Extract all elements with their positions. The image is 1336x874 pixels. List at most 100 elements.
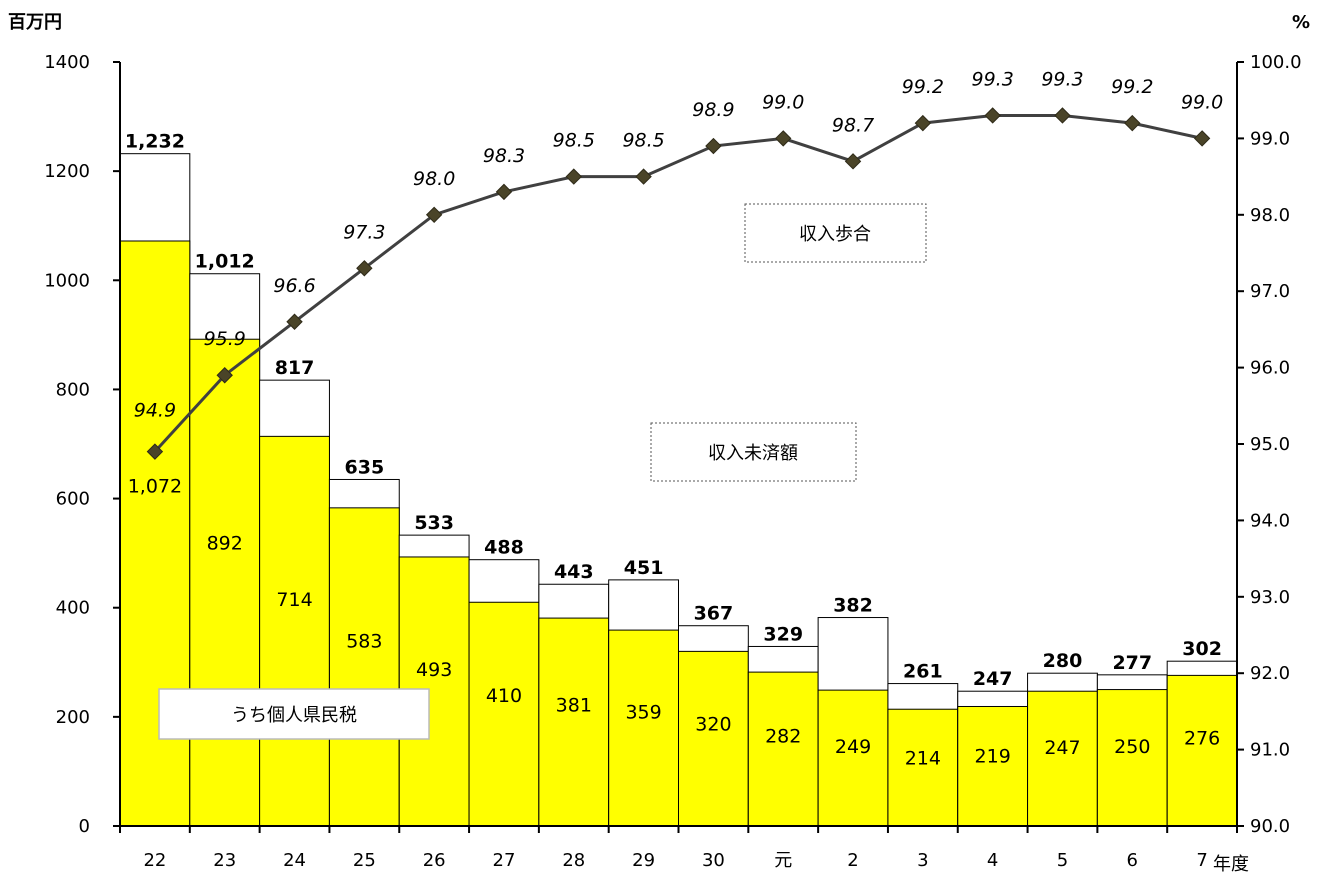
total-label-28: 443	[554, 561, 594, 583]
rate-marker-30	[705, 137, 722, 155]
individual-label-6: 250	[1114, 736, 1150, 758]
x-tick-label: 22	[143, 850, 166, 871]
x-tick-label: 7	[1196, 850, 1207, 871]
bar-individual-2	[817, 689, 889, 827]
rate-label-2: 98.7	[832, 114, 874, 136]
total-label-25: 635	[345, 456, 385, 478]
total-label-2: 382	[833, 595, 873, 617]
total-label-29: 451	[624, 557, 664, 579]
x-tick-label: 28	[562, 850, 585, 871]
rate-label-24: 96.6	[273, 275, 315, 297]
total-label-24: 817	[275, 357, 315, 379]
x-tick-label: 4	[987, 850, 998, 871]
individual-label-26: 493	[416, 659, 452, 681]
left-tick-label: 800	[56, 379, 90, 400]
rate-annotation-label: 収入歩合	[799, 224, 871, 245]
left-tick-label: 600	[56, 489, 90, 510]
rate-label-元: 99.0	[762, 91, 804, 113]
x-tick-label: 2	[847, 850, 858, 871]
individual-label-29: 359	[625, 701, 661, 723]
left-tick-label: 0	[79, 816, 90, 837]
bar-individual-30	[678, 650, 749, 827]
individual-label-30: 320	[695, 714, 731, 736]
individual-label-24: 714	[276, 589, 312, 611]
rate-label-25: 97.3	[343, 221, 385, 243]
total-label-3: 261	[903, 661, 943, 683]
individual-label-28: 381	[556, 694, 592, 716]
rate-marker-6	[1124, 114, 1141, 132]
rate-line-group	[146, 107, 1211, 460]
x-tick-label: 27	[493, 850, 516, 871]
individual-label-4: 219	[975, 746, 1011, 768]
x-tick-label: 24	[283, 850, 306, 871]
individual-label-3: 214	[905, 747, 941, 769]
individual-annotation-box: うち個人県民税	[158, 688, 430, 740]
rate-marker-22	[146, 443, 164, 460]
individual-label-27: 410	[486, 685, 522, 707]
x-tick-label: 30	[702, 850, 725, 871]
rate-marker-26	[425, 206, 443, 224]
total-label-26: 533	[414, 512, 454, 534]
right-tick-label: 90.0	[1250, 816, 1290, 837]
bar-individual-23	[189, 338, 261, 827]
rate-marker-5	[1054, 107, 1071, 124]
total-label-元: 329	[763, 623, 803, 645]
total-label-22: 1,232	[125, 131, 185, 153]
x-tick-label: 29	[632, 850, 655, 871]
unpaid-annotation-box: 収入未済額	[650, 422, 857, 482]
rate-label-3: 99.2	[902, 76, 944, 98]
right-tick-label: 96.0	[1250, 358, 1290, 379]
labels-group: 1,232 1,072 94.9 1,012 892 95.9 817 714 96.6 635 5…	[125, 68, 1223, 769]
total-label-5: 280	[1043, 650, 1083, 672]
rate-marker-28	[565, 168, 582, 185]
x-tick-label: 5	[1057, 850, 1068, 871]
bar-individual-元	[747, 671, 819, 827]
bar-individual-5	[1027, 690, 1098, 827]
total-label-27: 488	[484, 537, 524, 559]
rate-label-30: 98.9	[692, 99, 734, 121]
rate-marker-23	[216, 367, 233, 384]
left-axis-unit: 百万円	[8, 12, 62, 33]
total-label-4: 247	[973, 668, 1013, 690]
rate-label-23: 95.9	[204, 328, 246, 350]
right-tick-label: 91.0	[1250, 740, 1290, 761]
x-tick-label: 26	[423, 850, 446, 871]
bar-individual-27	[468, 601, 540, 827]
x-tick-label: 3	[917, 850, 928, 871]
individual-label-2: 249	[835, 736, 871, 758]
individual-annotation-label: うち個人県民税	[231, 705, 357, 726]
rate-marker-7	[1193, 130, 1211, 147]
bar-individual-28	[538, 617, 610, 827]
individual-label-元: 282	[765, 726, 801, 748]
rate-label-4: 99.3	[972, 68, 1014, 90]
rate-label-28: 98.5	[553, 130, 595, 152]
total-label-7: 302	[1182, 638, 1222, 660]
individual-label-7: 276	[1184, 728, 1220, 750]
rate-marker-元	[775, 130, 792, 147]
individual-label-22: 1,072	[128, 476, 182, 498]
left-tick-label: 1000	[44, 270, 90, 291]
total-label-30: 367	[694, 603, 734, 625]
individual-label-23: 892	[207, 533, 243, 555]
rate-label-22: 94.9	[134, 400, 176, 422]
left-tick-label: 200	[56, 707, 90, 728]
unpaid-annotation-label: 収入未済額	[708, 443, 798, 464]
bar-individual-29	[608, 629, 679, 827]
right-tick-label: 98.0	[1250, 205, 1290, 226]
x-tick-label: 元	[774, 850, 792, 871]
rate-label-29: 98.5	[622, 130, 664, 152]
rate-label-5: 99.3	[1041, 68, 1083, 90]
rate-annotation-box: 収入歩合	[744, 203, 927, 263]
individual-label-5: 247	[1044, 737, 1080, 759]
right-tick-label: 93.0	[1250, 587, 1290, 608]
right-tick-label: 95.0	[1250, 434, 1290, 455]
left-tick-label: 1400	[44, 52, 90, 73]
rate-marker-2	[844, 153, 862, 170]
rate-marker-24	[286, 313, 303, 330]
x-tick-label: 23	[213, 850, 236, 871]
axes-group: 0 200 400 600 800 1000 1200 1400 90.0 91.0 92.0 93.…	[44, 52, 1301, 871]
bar-individual-24	[259, 435, 330, 827]
right-tick-label: 97.0	[1250, 281, 1290, 302]
rate-marker-3	[914, 114, 932, 132]
